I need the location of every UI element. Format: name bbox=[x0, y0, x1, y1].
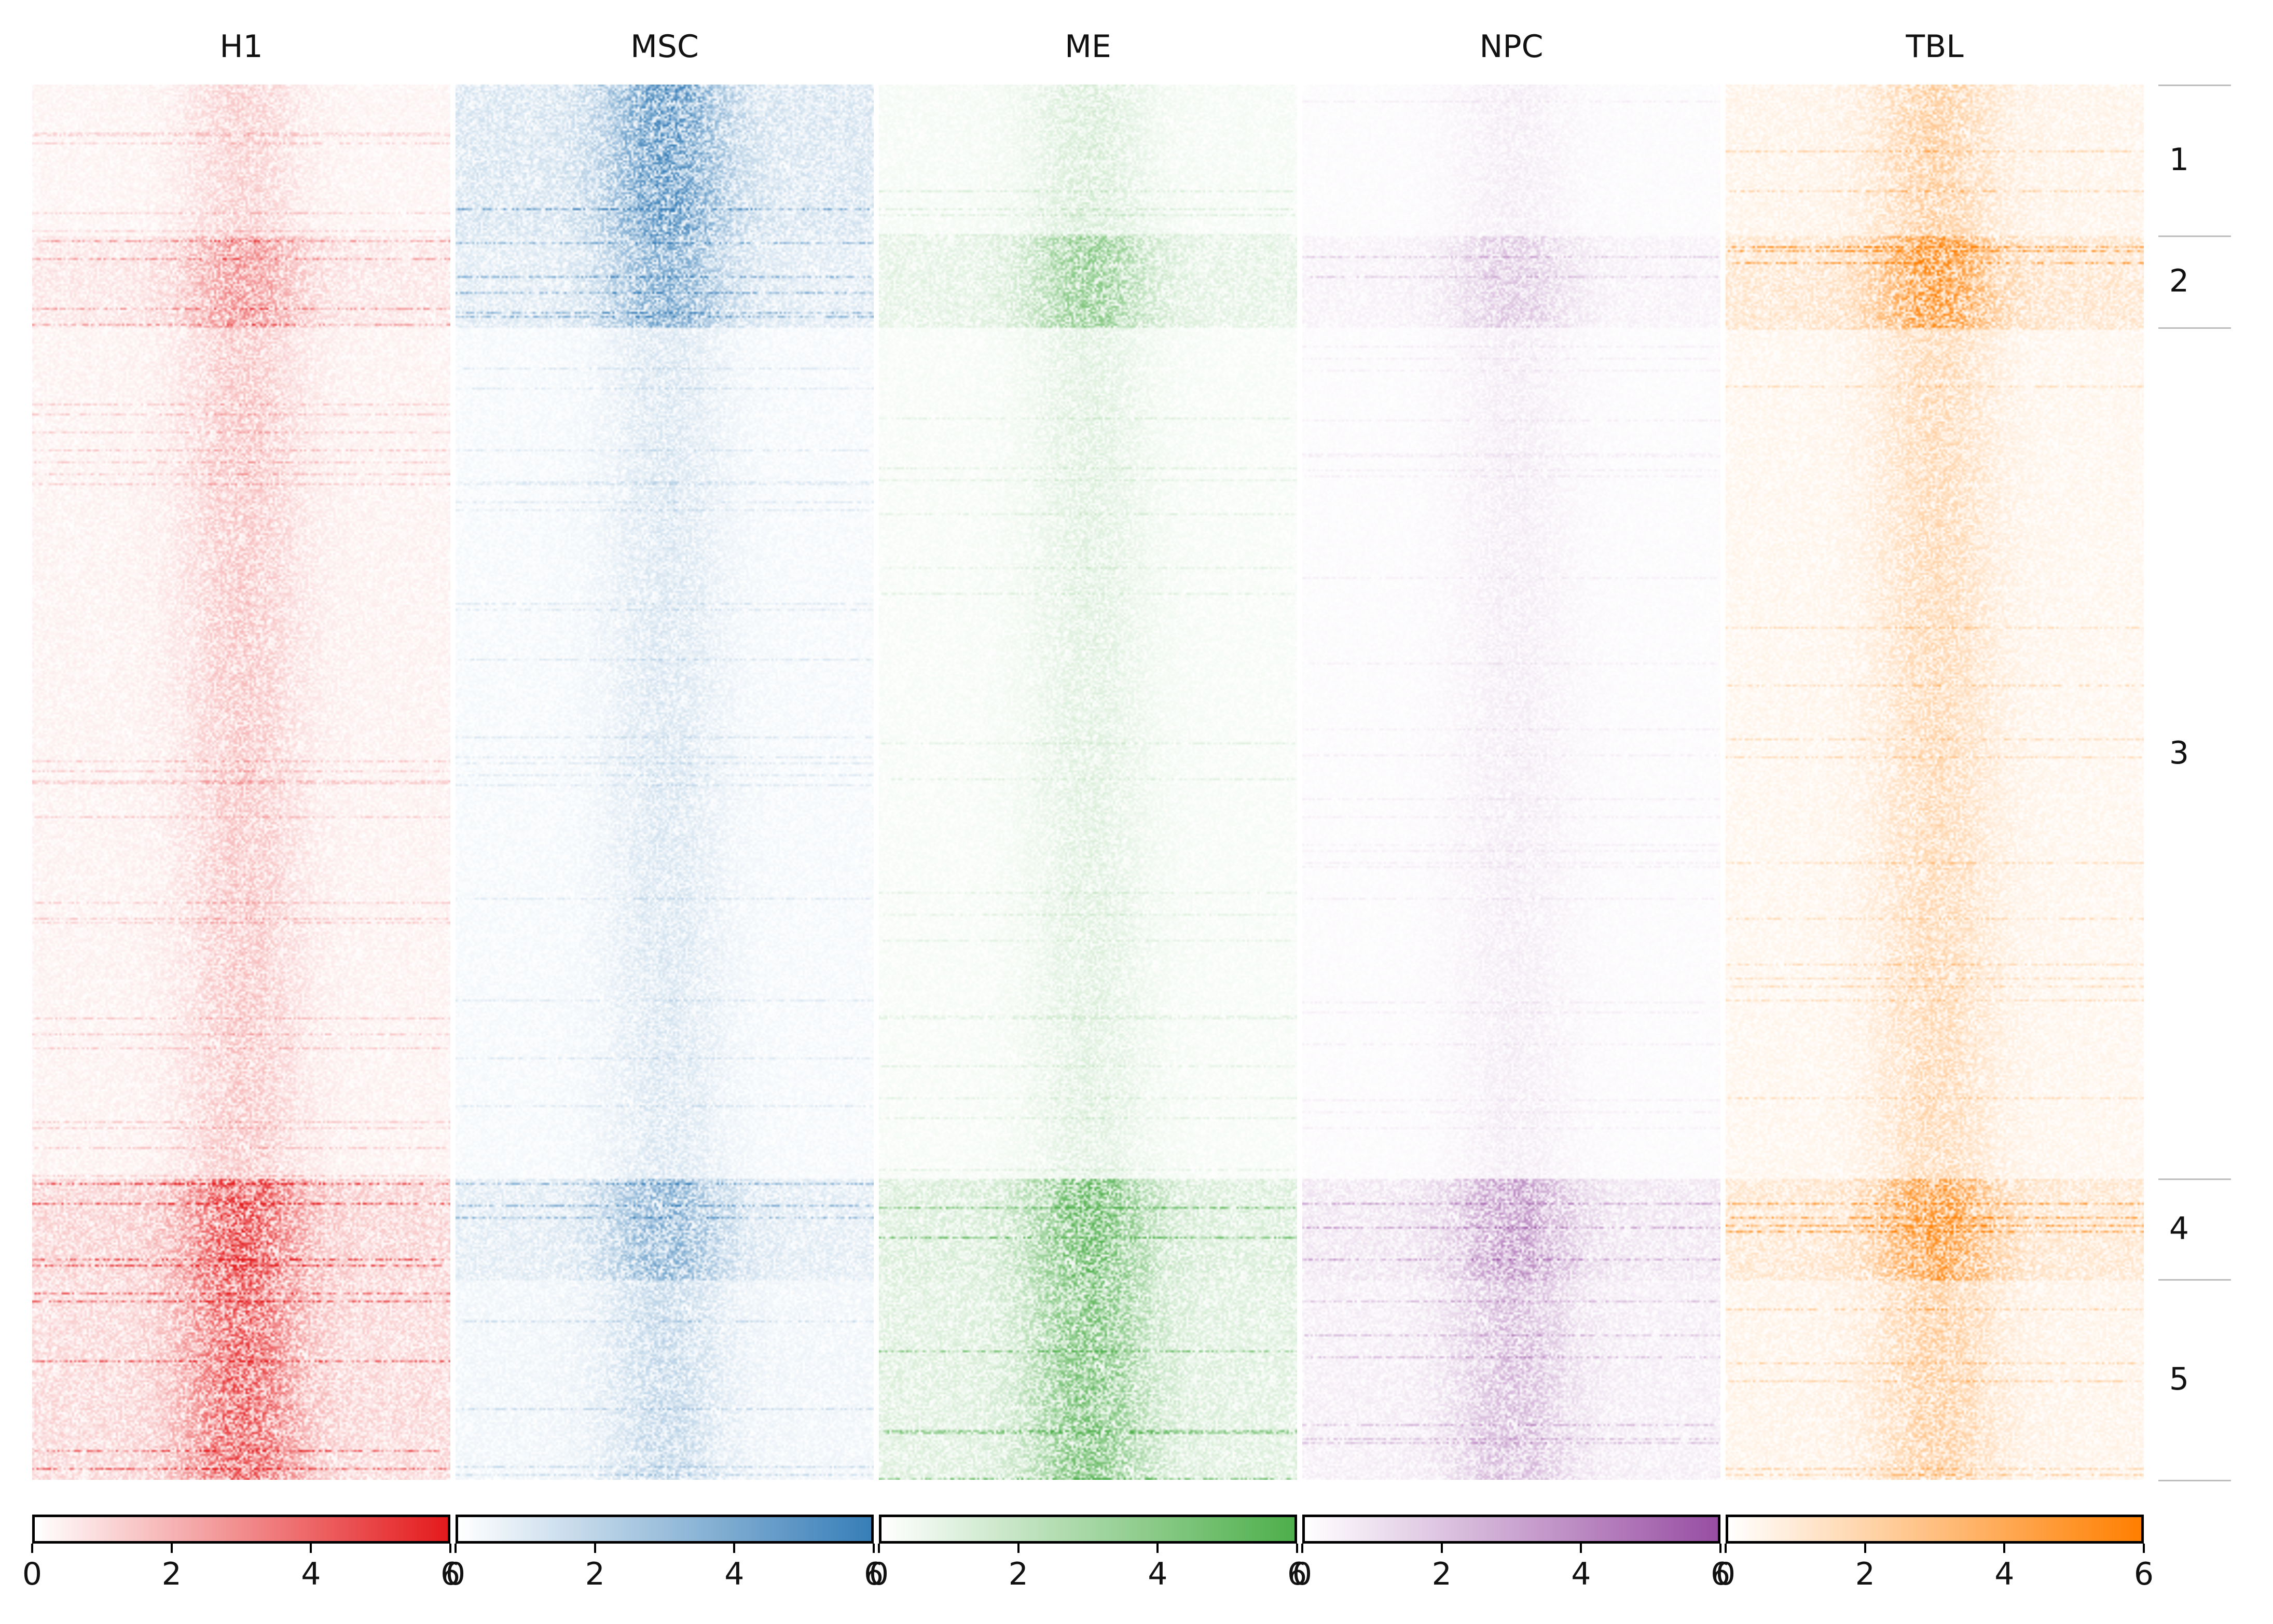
colorbar-npc bbox=[1302, 1515, 1720, 1544]
colorbar-tick-mark bbox=[1864, 1544, 1866, 1553]
colorbar-tick-label: 4 bbox=[1571, 1556, 1591, 1592]
colorbar-tbl bbox=[1726, 1515, 2144, 1544]
colorbar-tick-label: 6 bbox=[1710, 1556, 1731, 1592]
colorbar-tick-mark bbox=[1725, 1544, 1727, 1553]
colorbar-tick-mark bbox=[170, 1544, 173, 1553]
colorbar-tick-mark bbox=[1440, 1544, 1443, 1553]
colorbar-tick-label: 0 bbox=[22, 1556, 43, 1592]
colorbar-tick-mark bbox=[1156, 1544, 1159, 1553]
cluster-separator bbox=[2158, 1279, 2231, 1281]
colorbar-msc bbox=[456, 1515, 874, 1544]
colorbar-tick-mark bbox=[1017, 1544, 1020, 1553]
heatmap-panel-h1 bbox=[32, 85, 450, 1480]
colorbar-tick-mark bbox=[2003, 1544, 2006, 1553]
panel-title-npc: NPC bbox=[1479, 29, 1544, 65]
colorbar-tick-mark bbox=[2143, 1544, 2145, 1553]
colorbar-tick-mark bbox=[454, 1544, 457, 1553]
colorbar-tick-label: 6 bbox=[1287, 1556, 1307, 1592]
heatmap-panel-npc bbox=[1302, 85, 1720, 1480]
heatmap-panel-me bbox=[879, 85, 1297, 1480]
colorbar-tick-label: 2 bbox=[585, 1556, 605, 1592]
colorbar-tick-mark bbox=[878, 1544, 880, 1553]
cluster-label-1: 1 bbox=[2169, 142, 2189, 178]
heatmap-panel-tbl bbox=[1726, 85, 2144, 1480]
colorbar-tick-label: 0 bbox=[869, 1556, 889, 1592]
colorbar-tick-label: 2 bbox=[161, 1556, 182, 1592]
colorbar-tick-mark bbox=[733, 1544, 736, 1553]
colorbar-tick-label: 4 bbox=[1148, 1556, 1168, 1592]
colorbar-tick-label: 4 bbox=[724, 1556, 745, 1592]
colorbar-tick-label: 4 bbox=[301, 1556, 321, 1592]
cluster-separator bbox=[2158, 85, 2231, 86]
colorbar-tick-label: 0 bbox=[1292, 1556, 1313, 1592]
colorbar-tick-mark bbox=[1580, 1544, 1582, 1553]
colorbar-tick-label: 6 bbox=[440, 1556, 461, 1592]
colorbar-tick-mark bbox=[449, 1544, 451, 1553]
colorbar-tick-mark bbox=[1296, 1544, 1298, 1553]
colorbar-tick-mark bbox=[594, 1544, 596, 1553]
panel-title-h1: H1 bbox=[219, 29, 263, 65]
cluster-separator bbox=[2158, 1178, 2231, 1180]
colorbar-tick-label: 6 bbox=[2133, 1556, 2154, 1592]
colorbar-tick-label: 4 bbox=[1994, 1556, 2015, 1592]
cluster-label-5: 5 bbox=[2169, 1361, 2189, 1397]
colorbar-tick-mark bbox=[31, 1544, 33, 1553]
heatmap-panel-msc bbox=[456, 85, 874, 1480]
cluster-label-2: 2 bbox=[2169, 263, 2189, 299]
colorbar-tick-label: 2 bbox=[1431, 1556, 1452, 1592]
colorbar-tick-label: 0 bbox=[445, 1556, 466, 1592]
colorbar-h1 bbox=[32, 1515, 450, 1544]
colorbar-tick-label: 2 bbox=[1855, 1556, 1875, 1592]
panel-title-me: ME bbox=[1065, 29, 1111, 65]
cluster-separator bbox=[2158, 1480, 2231, 1481]
colorbar-tick-mark bbox=[310, 1544, 312, 1553]
cluster-label-3: 3 bbox=[2169, 735, 2189, 771]
colorbar-tick-label: 0 bbox=[1715, 1556, 1736, 1592]
cluster-label-4: 4 bbox=[2169, 1211, 2189, 1247]
panel-title-msc: MSC bbox=[630, 29, 699, 65]
colorbar-tick-mark bbox=[873, 1544, 875, 1553]
colorbar-tick-mark bbox=[1301, 1544, 1303, 1553]
colorbar-tick-label: 6 bbox=[863, 1556, 884, 1592]
cluster-separator bbox=[2158, 327, 2231, 329]
panel-title-tbl: TBL bbox=[1906, 29, 1964, 65]
cluster-separator bbox=[2158, 235, 2231, 237]
colorbar-tick-mark bbox=[1719, 1544, 1721, 1553]
colorbar-me bbox=[879, 1515, 1297, 1544]
colorbar-tick-label: 2 bbox=[1008, 1556, 1028, 1592]
